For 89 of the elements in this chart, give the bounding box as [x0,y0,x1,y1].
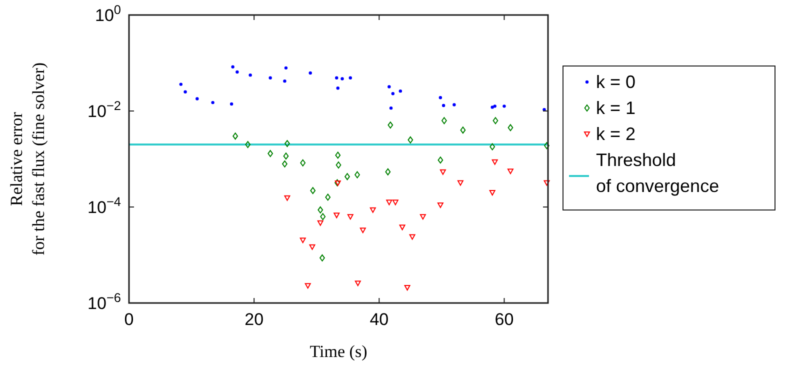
point [440,169,446,175]
point [300,238,306,244]
point [408,136,414,144]
point [492,159,498,165]
legend-label: k = 1 [596,98,636,118]
point [344,173,350,180]
point [409,234,416,240]
point [179,82,183,86]
point [544,142,550,150]
point [335,152,341,159]
point [507,168,514,174]
point [283,79,286,83]
point [354,171,360,178]
point [231,65,234,68]
point [490,106,494,109]
point [248,73,252,77]
point [399,224,406,230]
point [492,117,498,124]
point [300,159,306,166]
point [441,117,447,124]
point [392,200,398,206]
point [282,160,288,168]
point [490,143,496,150]
x-tick-label: 60 [494,310,514,329]
point [544,180,550,186]
y-axis-title: Relative error for the fast flux (fine solver) [7,62,48,256]
point [196,97,199,100]
x-tick-label: 0 [124,310,134,329]
point [308,71,312,75]
point [391,92,395,96]
legend-label: k = 2 [596,124,636,144]
point [336,161,342,168]
legend-label: k = 0 [596,72,636,92]
point [370,207,376,213]
point [385,168,391,176]
x-axis-title: Time (s) [310,342,368,361]
point [438,96,442,100]
point [336,86,340,90]
point [347,214,354,220]
point [502,104,506,108]
point [388,85,391,88]
point [437,202,444,208]
x-tick-label: 20 [244,310,264,329]
point [340,77,344,80]
point [493,104,496,108]
y-tick-label: 10$^{−2}$ [88,98,121,121]
point [386,200,392,206]
point [320,213,326,220]
point [325,194,331,201]
y-tick-label: 10$^{0}$ [94,2,121,25]
point [232,132,238,140]
point [489,190,496,196]
point [452,103,456,106]
point [268,150,274,158]
point [318,206,324,214]
point [230,102,234,106]
point [284,66,288,70]
point [457,180,464,186]
point [388,122,394,129]
y-tick-label: 10$^{−4}$ [88,194,121,217]
point [317,220,324,226]
point [310,187,316,194]
point [284,140,290,148]
point [508,124,514,132]
point [389,106,393,110]
point [420,214,426,220]
point [309,244,316,250]
point [284,195,290,201]
point [283,152,289,160]
point [438,156,444,164]
point [304,283,311,289]
point [236,70,239,74]
point [460,126,466,134]
point [398,89,402,93]
point [348,76,352,80]
y-tick-label: 10$^{−6}$ [88,290,121,313]
point [184,90,187,94]
point [334,212,340,218]
legend-label: Threshold of convergence [596,150,720,196]
point [320,254,325,262]
point [404,285,410,291]
x-tick-label: 40 [370,310,389,329]
point [354,280,361,286]
point [211,100,214,104]
point [245,141,251,148]
point [268,76,272,80]
point [360,228,366,234]
point [442,104,446,108]
point [335,76,338,80]
